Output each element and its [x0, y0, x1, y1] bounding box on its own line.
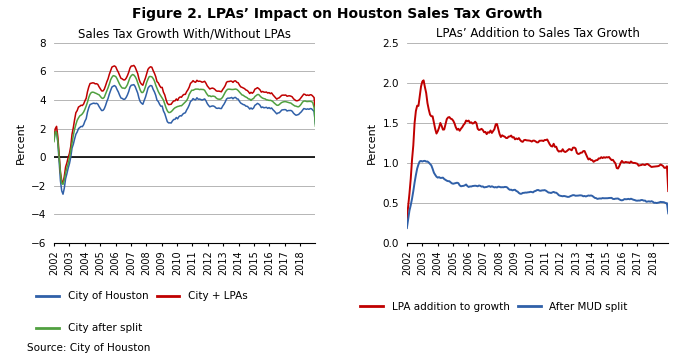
- Legend: City after split: City after split: [32, 319, 146, 337]
- Title: Sales Tax Growth With/Without LPAs: Sales Tax Growth With/Without LPAs: [78, 27, 291, 40]
- Title: LPAs’ Addition to Sales Tax Growth: LPAs’ Addition to Sales Tax Growth: [435, 27, 639, 40]
- Y-axis label: Percent: Percent: [367, 122, 377, 164]
- Legend: LPA addition to growth, After MUD split: LPA addition to growth, After MUD split: [356, 298, 632, 316]
- Y-axis label: Percent: Percent: [16, 122, 26, 164]
- Text: Figure 2. LPAs’ Impact on Houston Sales Tax Growth: Figure 2. LPAs’ Impact on Houston Sales …: [132, 7, 543, 21]
- Text: Source: City of Houston: Source: City of Houston: [27, 343, 151, 353]
- Legend: City of Houston, City + LPAs: City of Houston, City + LPAs: [32, 287, 252, 305]
